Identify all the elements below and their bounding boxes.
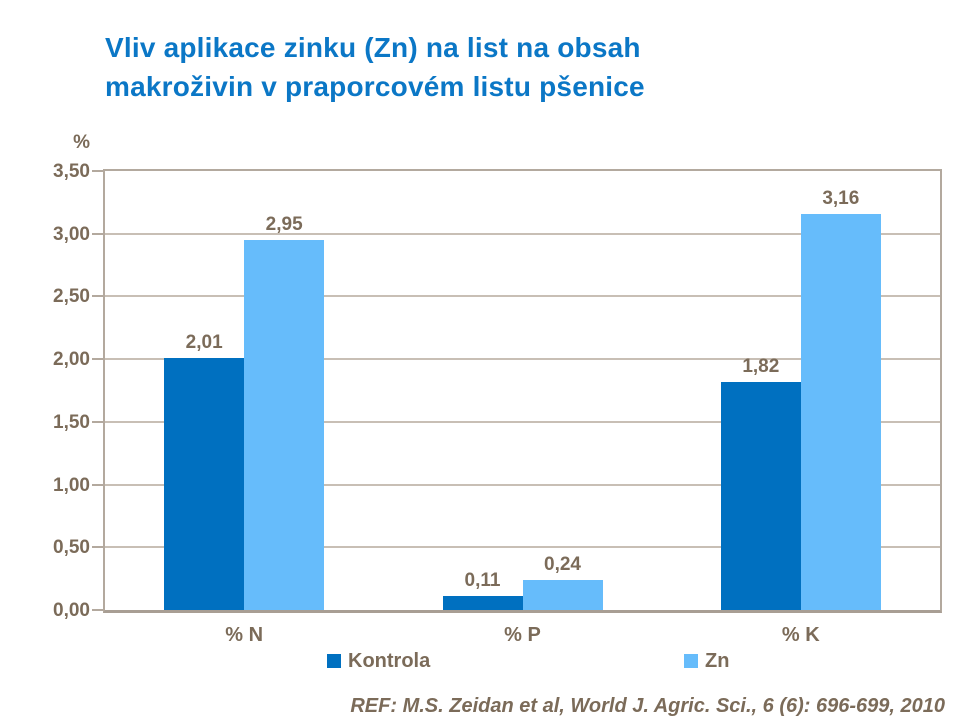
legend-label-zn: Zn bbox=[705, 650, 730, 672]
y-tick-label: 1,00 bbox=[53, 474, 90, 496]
gridline bbox=[105, 546, 940, 549]
bar-kontrola-k bbox=[720, 381, 801, 610]
legend-entry-zn: Zn bbox=[684, 650, 729, 672]
legend-entry-kontrola: Kontrola bbox=[327, 650, 430, 672]
y-tick-mark bbox=[92, 170, 103, 172]
gridline bbox=[105, 420, 940, 423]
bar-value-label: 0,11 bbox=[464, 570, 501, 592]
legend-marker-kontrola bbox=[327, 654, 341, 668]
x-axis-label-p: % P bbox=[504, 624, 541, 646]
chart-title: Vliv aplikace zinku (Zn) na list na obsa… bbox=[105, 28, 645, 106]
y-tick-label: 0,50 bbox=[53, 537, 90, 559]
y-tick-mark bbox=[92, 483, 103, 486]
y-tick-label: 3,00 bbox=[53, 223, 90, 245]
bar-value-label: 1,82 bbox=[742, 355, 780, 377]
y-tick-label: 1,50 bbox=[53, 411, 90, 433]
y-axis-title: % bbox=[73, 132, 90, 153]
y-tick-mark bbox=[92, 609, 103, 611]
gridline bbox=[105, 358, 940, 361]
y-tick-label: 3,50 bbox=[53, 161, 90, 182]
y-tick-mark bbox=[92, 232, 103, 235]
y-tick-mark bbox=[92, 358, 103, 361]
bar-zn-p bbox=[522, 579, 603, 610]
gridline bbox=[105, 483, 940, 486]
y-tick-mark bbox=[92, 546, 103, 549]
chart-title-line2: makroživin v praporcovém listu pšenice bbox=[105, 71, 645, 102]
bar-value-label: 2,01 bbox=[185, 331, 223, 353]
chart-title-line1: Vliv aplikace zinku (Zn) na list na obsa… bbox=[105, 32, 641, 63]
gridline bbox=[105, 232, 940, 235]
bar-value-label: 0,24 bbox=[544, 553, 581, 575]
bar-zn-k bbox=[800, 213, 881, 610]
y-tick-mark bbox=[92, 295, 103, 298]
plot-area: 2,01 2,95 0,11 0,24 1,82 3,16 bbox=[103, 169, 942, 613]
bar-value-label: 3,16 bbox=[822, 187, 860, 209]
legend-label-kontrola: Kontrola bbox=[348, 650, 431, 672]
bar-kontrola-n bbox=[164, 357, 245, 610]
bar-zn-n bbox=[244, 240, 325, 610]
x-axis-label-k: % K bbox=[781, 624, 820, 646]
x-axis-label-n: % N bbox=[225, 624, 264, 646]
y-tick-label: 2,00 bbox=[53, 349, 90, 371]
y-tick-label: 2,50 bbox=[53, 286, 90, 308]
y-tick-label: 0,00 bbox=[53, 600, 90, 621]
bar-kontrola-p bbox=[442, 596, 523, 610]
legend-marker-zn bbox=[684, 654, 698, 668]
reference-text: REF: M.S. Zeidan et al, World J. Agric. … bbox=[350, 695, 945, 717]
bar-value-label: 2,95 bbox=[265, 214, 303, 235]
y-tick-mark bbox=[92, 420, 103, 423]
gridline bbox=[105, 295, 940, 298]
